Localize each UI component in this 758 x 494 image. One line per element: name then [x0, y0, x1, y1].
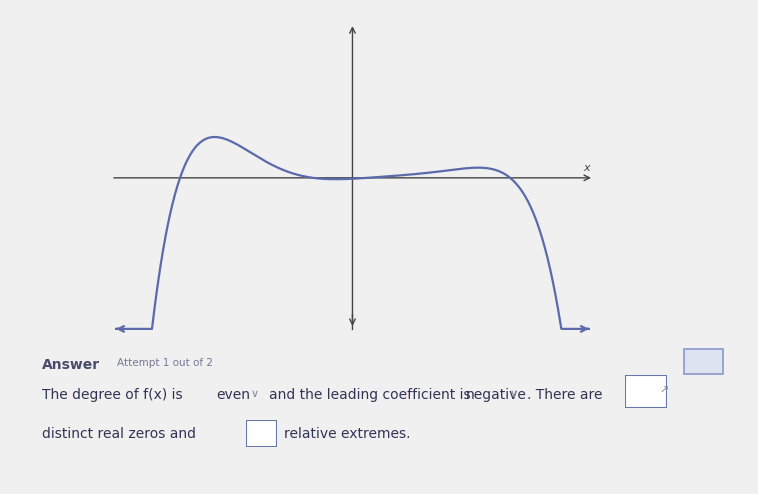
Text: . There are: . There are: [527, 388, 603, 402]
Text: ∨: ∨: [250, 389, 258, 399]
Text: The degree of f(x) is: The degree of f(x) is: [42, 388, 183, 402]
Text: negative: negative: [466, 388, 527, 402]
Text: distinct real zeros and: distinct real zeros and: [42, 427, 196, 441]
Text: ∨: ∨: [509, 389, 518, 399]
Text: Attempt 1 out of 2: Attempt 1 out of 2: [117, 358, 214, 368]
Text: x: x: [583, 163, 590, 173]
FancyBboxPatch shape: [684, 349, 723, 374]
Text: ↗: ↗: [659, 385, 669, 395]
Text: and the leading coefficient is: and the leading coefficient is: [269, 388, 471, 402]
Text: relative extremes.: relative extremes.: [284, 427, 411, 441]
Text: Answer: Answer: [42, 358, 100, 372]
Text: even: even: [216, 388, 250, 402]
